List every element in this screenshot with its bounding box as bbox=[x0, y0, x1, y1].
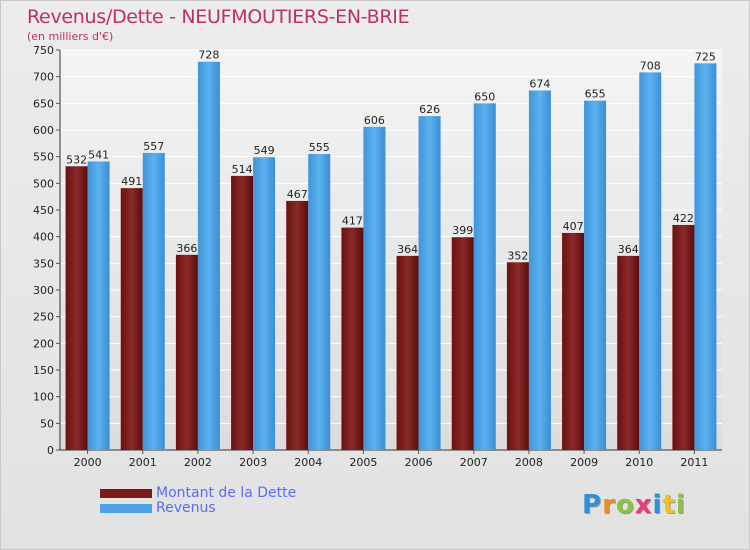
y-tick-label: 400 bbox=[33, 231, 54, 244]
bar-dette bbox=[451, 237, 474, 450]
proxiti-logo[interactable]: Proxiti bbox=[582, 490, 686, 520]
x-tick-label: 2011 bbox=[680, 456, 708, 469]
y-tick-label: 650 bbox=[33, 97, 54, 110]
bar-revenus bbox=[142, 152, 165, 450]
bar-dette-value-label: 399 bbox=[452, 224, 473, 237]
bar-revenus-value-label: 728 bbox=[198, 49, 219, 62]
logo-letter: o bbox=[615, 490, 635, 520]
bar-revenus-value-label: 626 bbox=[419, 103, 440, 116]
x-tick-label: 2002 bbox=[184, 456, 212, 469]
bar-dette-value-label: 422 bbox=[673, 212, 694, 225]
logo-letter: i bbox=[652, 490, 663, 520]
y-tick-label: 500 bbox=[33, 177, 54, 190]
bar-dette-value-label: 407 bbox=[563, 220, 584, 233]
bar-revenus-value-label: 557 bbox=[143, 140, 164, 153]
x-tick-label: 2007 bbox=[460, 456, 488, 469]
legend-swatch-revenus bbox=[100, 504, 152, 513]
x-tick-label: 2003 bbox=[239, 456, 267, 469]
y-tick-label: 600 bbox=[33, 124, 54, 137]
y-tick-label: 50 bbox=[40, 417, 54, 430]
plot-area bbox=[60, 50, 722, 450]
logo-letter: t bbox=[662, 490, 676, 520]
bar-dette bbox=[672, 224, 695, 450]
legend-label-revenus: Revenus bbox=[156, 500, 216, 516]
bar-revenus-value-label: 650 bbox=[474, 90, 495, 103]
bar-dette bbox=[506, 262, 529, 450]
x-tick-label: 2010 bbox=[625, 456, 653, 469]
logo-letter: r bbox=[602, 490, 616, 520]
y-tick-label: 0 bbox=[47, 444, 54, 457]
x-tick-label: 2000 bbox=[74, 456, 102, 469]
x-tick-label: 2008 bbox=[515, 456, 543, 469]
bar-revenus bbox=[584, 100, 607, 451]
bar-revenus-value-label: 541 bbox=[88, 148, 109, 161]
y-tick-label: 250 bbox=[33, 311, 54, 324]
bar-dette bbox=[231, 175, 254, 450]
x-tick-label: 2006 bbox=[405, 456, 433, 469]
y-tick-label: 750 bbox=[33, 44, 54, 57]
x-tick-label: 2005 bbox=[349, 456, 377, 469]
y-tick-label: 350 bbox=[33, 257, 54, 270]
bar-dette bbox=[562, 232, 585, 450]
bar-dette-value-label: 467 bbox=[287, 188, 308, 201]
y-tick-label: 150 bbox=[33, 364, 54, 377]
bar-dette-value-label: 491 bbox=[121, 175, 142, 188]
bar-revenus bbox=[87, 161, 110, 450]
legend-label-dette: Montant de la Dette bbox=[156, 485, 297, 501]
y-tick-label: 450 bbox=[33, 204, 54, 217]
bar-dette-value-label: 364 bbox=[618, 243, 639, 256]
bar-revenus bbox=[308, 154, 331, 450]
y-tick-label: 200 bbox=[33, 337, 54, 350]
bar-revenus bbox=[473, 103, 496, 450]
bar-revenus bbox=[528, 90, 551, 451]
bar-revenus bbox=[418, 116, 441, 450]
chart-title: Revenus/Dette - NEUFMOUTIERS-EN-BRIE bbox=[27, 6, 410, 28]
bar-revenus bbox=[694, 63, 717, 450]
bar-dette bbox=[120, 188, 143, 450]
bar-revenus-value-label: 549 bbox=[254, 144, 275, 157]
bar-revenus-value-label: 725 bbox=[695, 50, 716, 63]
bar-revenus-value-label: 606 bbox=[364, 114, 385, 127]
bar-dette-value-label: 532 bbox=[66, 153, 87, 166]
y-tick-label: 700 bbox=[33, 71, 54, 84]
logo-letter: i bbox=[675, 490, 686, 520]
logo-letter: x bbox=[634, 490, 653, 520]
x-tick-label: 2009 bbox=[570, 456, 598, 469]
bar-revenus bbox=[197, 61, 220, 450]
bar-revenus bbox=[253, 157, 276, 450]
legend-swatch-dette bbox=[100, 489, 152, 498]
bar-dette bbox=[286, 200, 309, 450]
y-tick-label: 300 bbox=[33, 284, 54, 297]
bar-dette-value-label: 364 bbox=[397, 243, 418, 256]
bar-dette bbox=[341, 227, 364, 450]
x-tick-label: 2004 bbox=[294, 456, 322, 469]
bar-revenus-value-label: 708 bbox=[640, 59, 661, 72]
y-tick-label: 550 bbox=[33, 151, 54, 164]
bar-dette bbox=[175, 254, 198, 450]
chart-subtitle: (en milliers d'€) bbox=[27, 30, 114, 43]
bar-dette-value-label: 366 bbox=[176, 242, 197, 255]
bar-dette bbox=[617, 255, 640, 450]
bar-dette bbox=[65, 166, 88, 450]
y-tick-label: 100 bbox=[33, 391, 54, 404]
bar-revenus bbox=[639, 72, 662, 451]
bar-dette bbox=[396, 255, 419, 450]
logo-letter: P bbox=[582, 490, 603, 520]
bar-revenus-value-label: 674 bbox=[529, 78, 550, 91]
bar-revenus-value-label: 555 bbox=[309, 141, 330, 154]
bar-revenus-value-label: 655 bbox=[585, 88, 606, 101]
bar-dette-value-label: 417 bbox=[342, 215, 363, 228]
bar-dette-value-label: 514 bbox=[232, 163, 253, 176]
bar-dette-value-label: 352 bbox=[507, 249, 528, 262]
bar-revenus bbox=[363, 126, 386, 451]
x-tick-label: 2001 bbox=[129, 456, 157, 469]
